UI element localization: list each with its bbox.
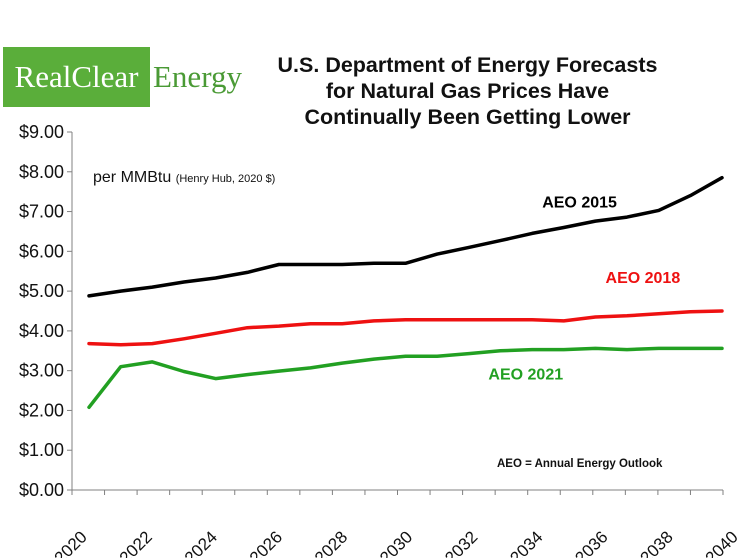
- chart-axes: $0.00 $1.00 $2.00 $3.00 $4.00 $5.00 $6.00 $7.00…: [19, 122, 742, 558]
- x-tick-label: 2026: [246, 527, 286, 558]
- y-tick-label: $5.00: [19, 281, 64, 301]
- series-label-aeo-2018: AEO 2018: [606, 270, 681, 287]
- chart-title-line-2: for Natural Gas Prices Have: [325, 79, 610, 103]
- y-tick-label: $8.00: [19, 162, 64, 182]
- y-tick-label: $4.00: [19, 321, 64, 341]
- x-tick-label: 2032: [441, 527, 481, 558]
- series-label-aeo-2021: AEO 2021: [488, 366, 563, 383]
- y-tick-label: $9.00: [19, 122, 64, 142]
- y-tick-label: $7.00: [19, 202, 64, 222]
- x-tick-label: 2020: [51, 527, 91, 558]
- x-tick-label: 2040: [702, 527, 742, 558]
- realclear-energy-logo: RealClear Energy: [3, 47, 247, 107]
- chart-title-line-3: Continually Been Getting Lower: [304, 105, 631, 129]
- logo-energy: Energy: [153, 59, 242, 94]
- series-line-aeo-2018: [87, 309, 724, 347]
- y-tick-label: $1.00: [19, 440, 64, 460]
- chart-title: U.S. Department of Energy Forecasts for …: [255, 52, 680, 130]
- unit-note: per MMBtu (Henry Hub, 2020 $): [93, 169, 275, 186]
- series-line-aeo-2015: [87, 175, 724, 298]
- y-tick-label: $2.00: [19, 400, 64, 420]
- x-tick-label: 2038: [637, 527, 677, 558]
- footnote-aeo: AEO = Annual Energy Outlook: [497, 458, 663, 470]
- y-tick-label: $0.00: [19, 480, 64, 500]
- x-tick-label: 2024: [181, 527, 221, 558]
- series-line-aeo-2021: [87, 346, 724, 410]
- x-tick-label: 2028: [311, 527, 351, 558]
- y-tick-label: $6.00: [19, 241, 64, 261]
- x-tick-label: 2022: [116, 527, 156, 558]
- y-tick-label: $3.00: [19, 361, 64, 381]
- chart-title-line-1: U.S. Department of Energy Forecasts: [277, 53, 658, 77]
- series-label-aeo-2015: AEO 2015: [542, 195, 617, 212]
- chart-series: [87, 175, 724, 410]
- chart-labels: AEO 2015 AEO 2018 AEO 2021 per MMBtu (Henry…: [93, 169, 680, 470]
- logo-realclear: RealClear: [3, 47, 150, 107]
- x-tick-label: 2030: [376, 527, 416, 558]
- x-tick-label: 2036: [571, 527, 611, 558]
- x-tick-label: 2034: [506, 527, 546, 558]
